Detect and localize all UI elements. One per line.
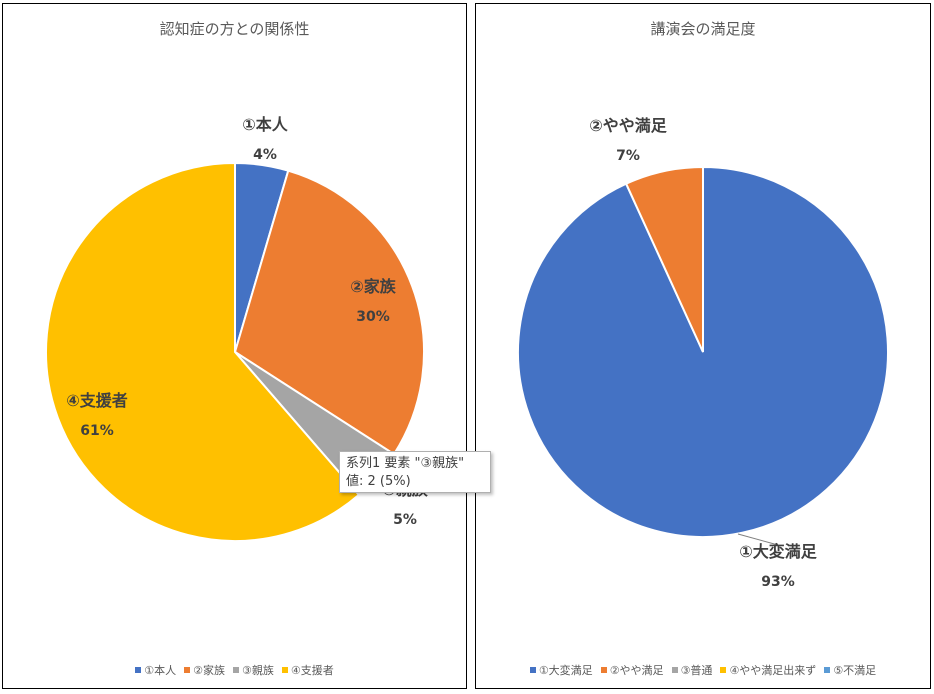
chart-title: 認知症の方との関係性 bbox=[159, 20, 310, 38]
legend-swatch bbox=[671, 667, 678, 673]
legend-swatch bbox=[233, 667, 239, 673]
satisfaction-pie-chart[interactable]: ①大変満足 93% ②やや満足 7% bbox=[476, 4, 932, 690]
legend-item[interactable]: ①本人 bbox=[135, 662, 176, 678]
slice-category-label: ④支援者 bbox=[66, 391, 128, 410]
legend-swatch bbox=[281, 667, 288, 673]
slice-percent-label: 30% bbox=[356, 309, 390, 325]
slice-category-label: ①大変満足 bbox=[739, 542, 818, 561]
legend-label: ④やや満足出来ず bbox=[729, 664, 817, 677]
slice-percent-label: 61% bbox=[80, 423, 114, 439]
slice-category-label: ②家族 bbox=[350, 277, 397, 296]
legend-item[interactable]: ③親族 bbox=[233, 662, 274, 678]
legend-item[interactable]: ②やや満足 bbox=[600, 662, 664, 678]
chart-legend: ①本人 ②家族 ③親族 ④支援者 bbox=[3, 662, 466, 678]
legend-swatch bbox=[600, 667, 607, 673]
tooltip-series-line: 系列1 要素 "③親族" bbox=[346, 456, 465, 471]
chart-title: 講演会の満足度 bbox=[650, 20, 756, 38]
chart-panel-relationship: ①本人 4% ②家族 30% ③親族 5% ④支援者 61% 認知症の方との関係性 ①本人 ②家… bbox=[2, 3, 467, 689]
slice-percent-label: 7% bbox=[616, 148, 640, 164]
legend-swatch bbox=[720, 667, 727, 673]
legend-label: ③普通 bbox=[680, 664, 713, 677]
legend-swatch bbox=[824, 667, 831, 673]
pie-slice[interactable] bbox=[624, 165, 704, 353]
pie-slice[interactable] bbox=[45, 161, 361, 542]
legend-item[interactable]: ④支援者 bbox=[281, 662, 334, 678]
slice-category-label: ①本人 bbox=[242, 115, 289, 134]
legend-item[interactable]: ③普通 bbox=[671, 662, 713, 678]
legend-item[interactable]: ⑤不満足 bbox=[824, 662, 876, 678]
pie-slice[interactable] bbox=[233, 169, 425, 456]
slice-percent-label: 5% bbox=[393, 512, 417, 528]
legend-label: ②家族 bbox=[193, 664, 225, 677]
slice-category-label: ②やや満足 bbox=[589, 116, 668, 135]
legend-label: ①大変満足 bbox=[538, 664, 593, 677]
tooltip-value-line: 値: 2 (5%) bbox=[346, 474, 411, 489]
legend-swatch bbox=[184, 667, 191, 673]
chart-legend: ①大変満足 ②やや満足 ③普通 ④やや満足出来ず ⑤不満足 bbox=[476, 662, 930, 678]
relationship-pie-chart[interactable]: ①本人 4% ②家族 30% ③親族 5% ④支援者 61% bbox=[3, 4, 468, 690]
legend-label: ③親族 bbox=[242, 664, 274, 677]
legend-label: ④支援者 bbox=[290, 664, 334, 677]
legend-item[interactable]: ④やや満足出来ず bbox=[720, 662, 816, 678]
legend-swatch bbox=[529, 667, 536, 673]
legend-label: ①本人 bbox=[144, 664, 177, 677]
slice-percent-label: 4% bbox=[253, 147, 277, 163]
chart-panel-satisfaction: ①大変満足 93% ②やや満足 7% 講演会の満足度 ①大変満足 ②やや満足 ③普通 ④やや… bbox=[475, 3, 931, 689]
slice-percent-label: 93% bbox=[761, 574, 795, 590]
legend-item[interactable]: ②家族 bbox=[184, 662, 225, 678]
legend-label: ②やや満足 bbox=[609, 664, 664, 677]
leader-line bbox=[737, 533, 779, 546]
legend-swatch bbox=[135, 667, 142, 673]
data-point-tooltip: 系列1 要素 "③親族" 値: 2 (5%) bbox=[339, 451, 491, 493]
legend-label: ⑤不満足 bbox=[833, 664, 877, 677]
legend-item[interactable]: ①大変満足 bbox=[529, 662, 593, 678]
